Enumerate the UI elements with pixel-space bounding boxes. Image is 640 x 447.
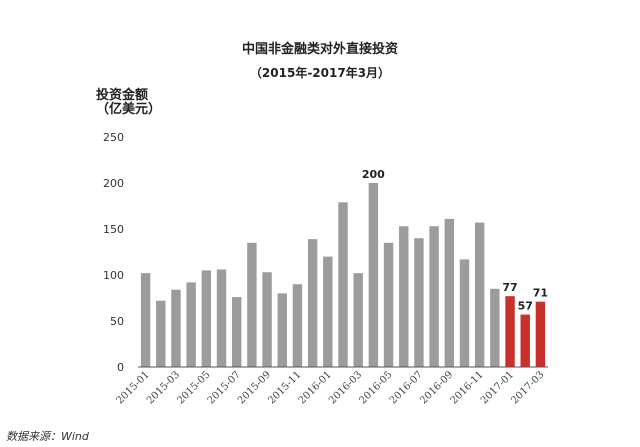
y-axis-label-line1: 投资金额 [96,88,149,103]
bar-2016-11 [474,222,485,367]
bar-2016-10 [459,259,470,367]
y-tick-label: 50 [110,315,124,328]
bar-2017-01 [505,296,515,367]
bar-2015-01 [140,273,151,367]
bar-2016-08 [429,226,439,367]
bar-2015-06 [216,269,227,367]
bar-2016-06 [399,226,409,367]
bar-2016-05 [383,242,394,367]
y-tick-label: 150 [103,223,124,236]
y-axis-label-line2: （亿美元） [96,102,162,117]
bar-2016-09 [444,218,455,367]
chart-subtitle: （2015年-2017年3月） [249,66,391,80]
bar-2015-11 [292,284,303,367]
data-label: 57 [518,300,533,313]
bar-2015-04 [186,282,196,367]
y-tick-label: 250 [103,131,124,144]
bar-2015-03 [171,289,181,367]
bar-2016-12 [490,288,500,367]
bar-2015-05 [201,270,212,367]
bar-2015-02 [156,300,166,367]
y-tick-label: 200 [103,177,124,190]
data-label: 71 [533,287,548,300]
chart-title: 中国非金融类对外直接投资 [241,42,398,57]
bar-2016-01 [323,256,333,367]
data-source-note: 数据来源：Wind [6,430,89,443]
bar-2015-08 [247,242,257,367]
data-label: 77 [502,281,517,294]
bar-2015-09 [262,272,272,367]
bar-2016-03 [353,273,363,367]
bar-2016-07 [414,238,424,367]
bar-2015-10 [277,293,287,367]
bar-2015-07 [231,297,242,367]
bar-2017-02 [520,314,530,367]
y-tick-label: 100 [103,269,124,282]
data-label: 200 [362,168,385,181]
x-tick-label: 2017-03 [509,369,546,406]
bar-2017-03 [535,301,546,367]
y-tick-label: 0 [117,361,124,374]
bar-2015-12 [307,239,318,367]
bar-2016-04 [368,183,379,367]
bar-2016-02 [338,202,348,367]
